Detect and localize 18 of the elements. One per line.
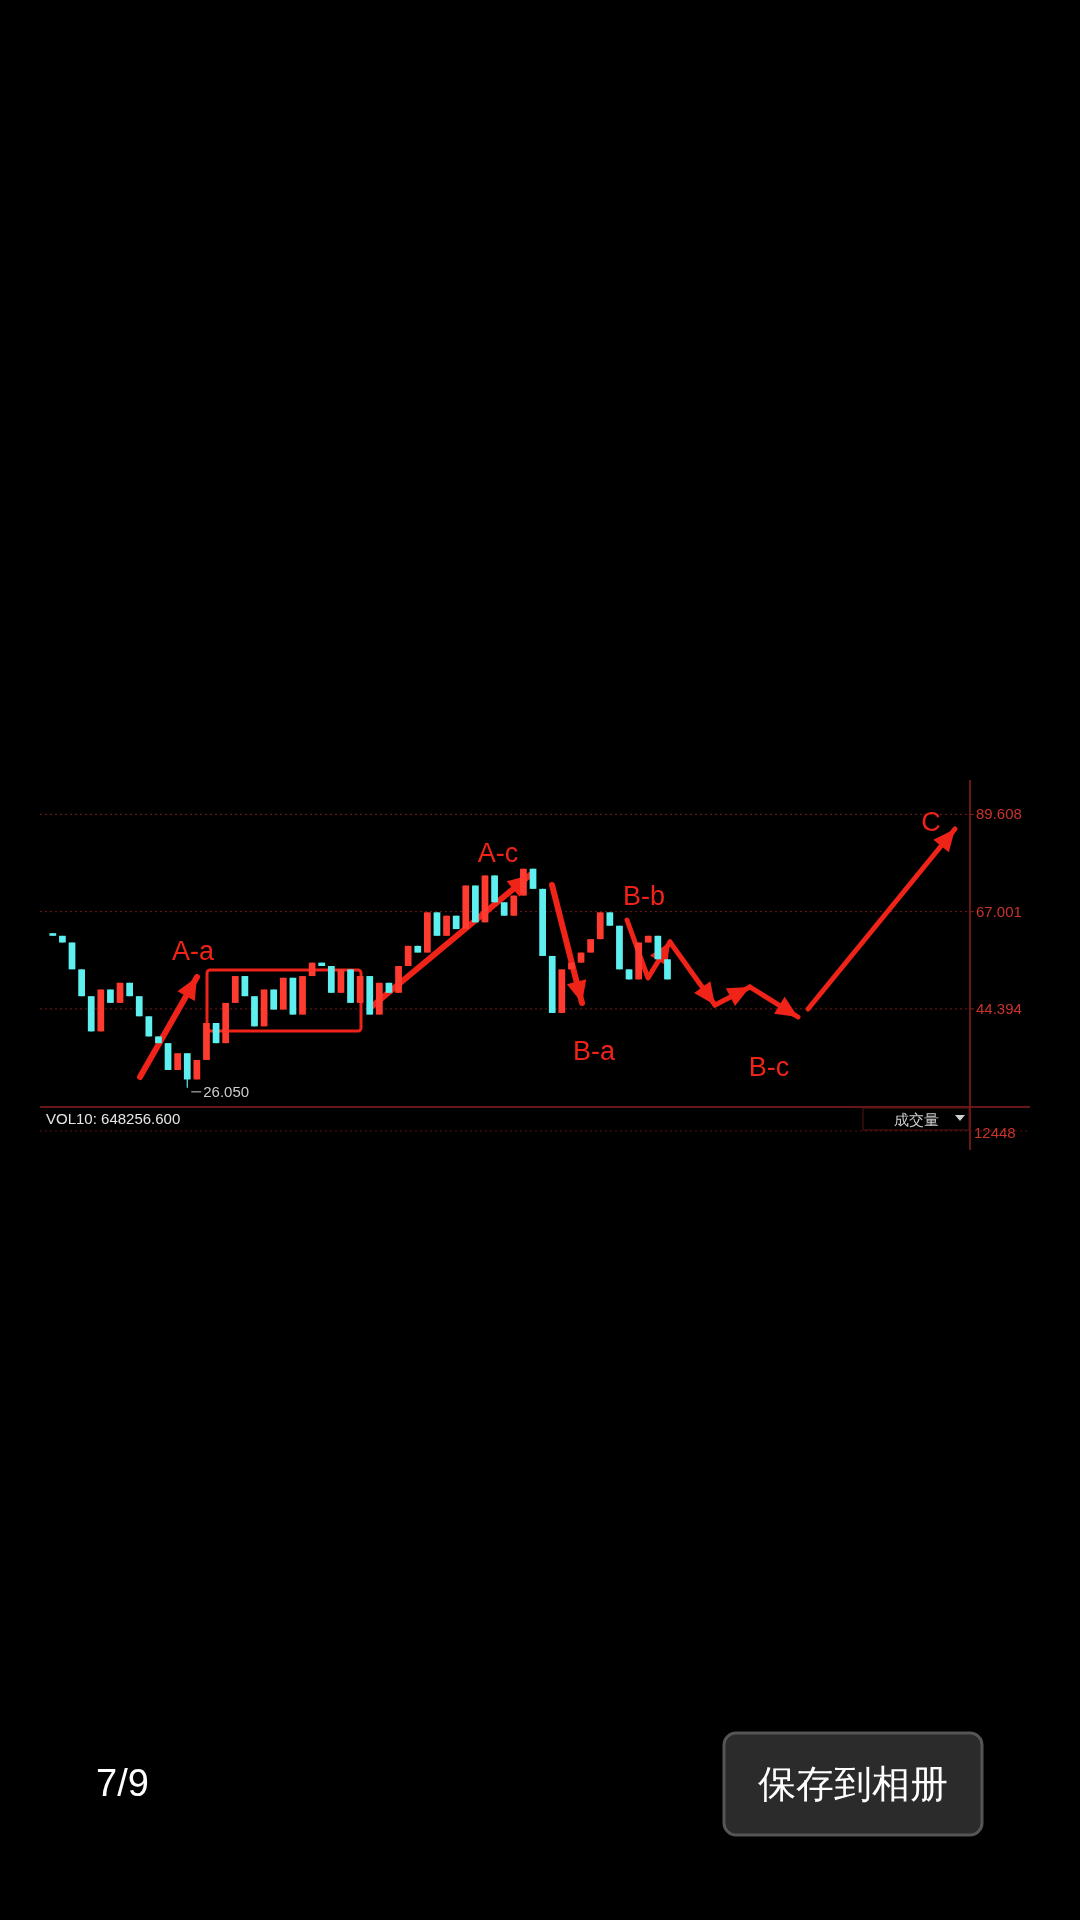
annotation: B-b	[622, 881, 666, 911]
annotation: C	[921, 807, 941, 837]
candlestick	[337, 968, 345, 994]
annotation: 26.050	[203, 1082, 250, 1100]
candlestick	[433, 911, 441, 937]
annotation: B-c	[748, 1052, 790, 1082]
candlestick	[270, 988, 278, 1011]
annotation: A-a	[171, 936, 215, 966]
text: 保存到相册	[758, 1763, 948, 1805]
y-tick-label: 44.394	[976, 999, 1022, 1017]
y-tick-label: 89.608	[976, 805, 1022, 823]
annotation: A-c	[477, 838, 519, 868]
text: 12448	[974, 1124, 1016, 1141]
y-tick-label: 67.001	[976, 902, 1022, 920]
annotation: B-a	[572, 1036, 616, 1066]
text: VOL10: 648256.600	[46, 1110, 181, 1127]
text: 成交量	[893, 1111, 939, 1128]
text: 7/9	[96, 1762, 149, 1804]
